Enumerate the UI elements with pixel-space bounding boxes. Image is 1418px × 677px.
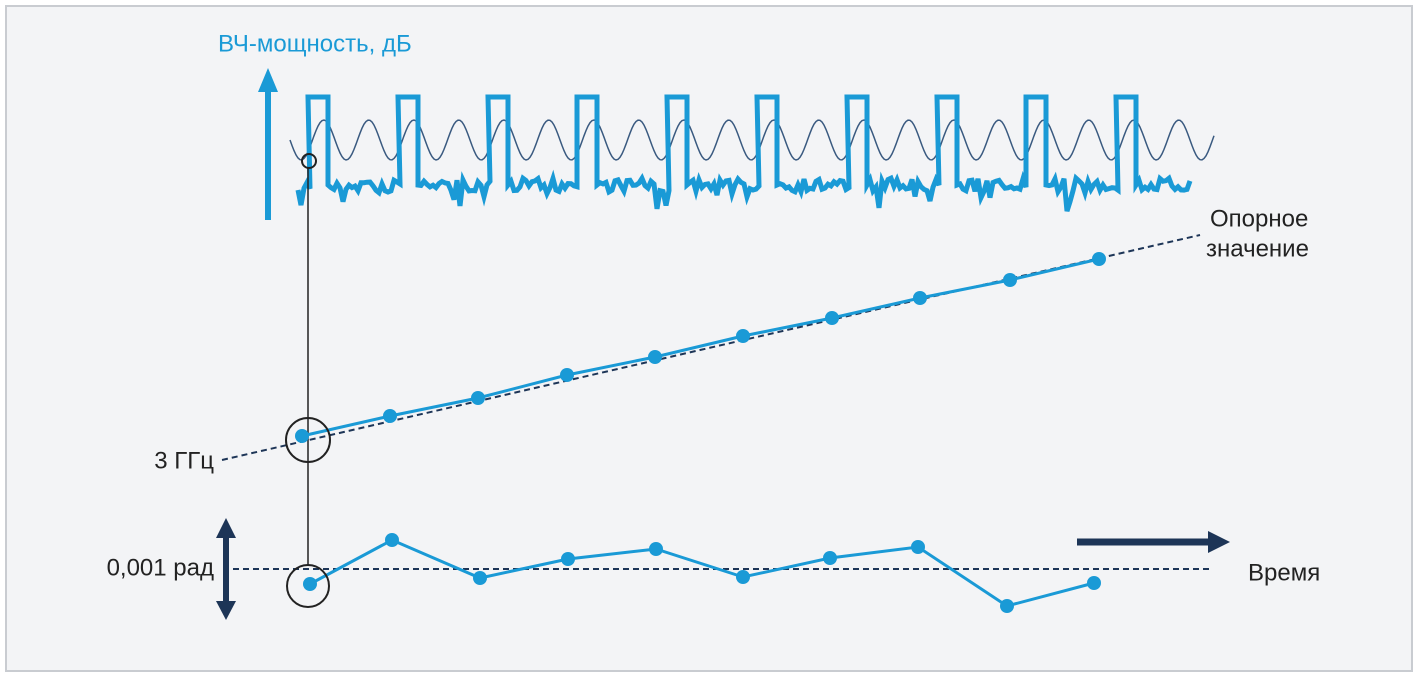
marker-circle [285, 417, 331, 463]
power-axis-arrow [258, 68, 278, 92]
reference-label: Опорное [1210, 205, 1308, 232]
arrow-head [1208, 531, 1230, 553]
marker-circle [301, 153, 317, 169]
arrow-head [216, 518, 236, 538]
phase-label: 0,001 рад [107, 554, 214, 581]
frame [5, 5, 1413, 672]
phase-trace [309, 538, 1095, 608]
frequency-trace [301, 257, 1100, 438]
pulse-train [295, 94, 1193, 212]
phase-points [303, 533, 1101, 613]
y-axis-label: ВЧ-мощность, дБ [218, 30, 412, 57]
marker-circle [286, 564, 330, 608]
time-label: Время [1248, 559, 1320, 586]
frequency-label: 3 ГГц [154, 447, 214, 474]
arrow-head [216, 601, 236, 620]
reference-line [221, 234, 1201, 461]
frequency-points [295, 252, 1106, 443]
reference-label: значение [1206, 235, 1309, 262]
carrier-wave [289, 119, 1215, 161]
